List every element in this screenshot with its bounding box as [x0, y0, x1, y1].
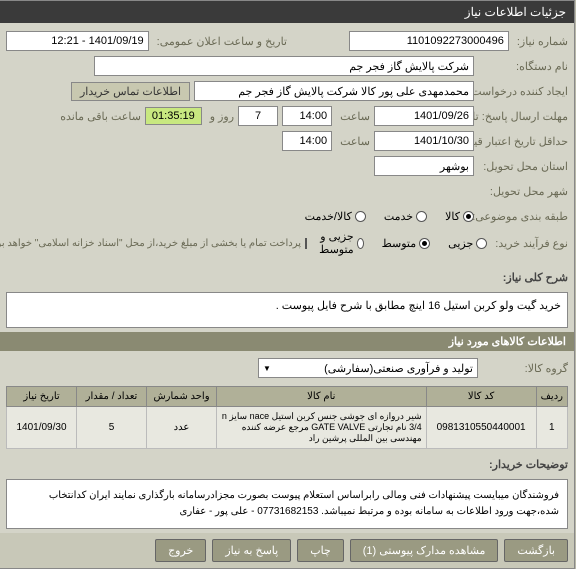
checkbox-text: پرداخت تمام یا بخشی از مبلغ خرید،از محل …	[0, 238, 302, 249]
buyer-notes-value: فروشندگان میبایست پیشنهادات فنی ومالی را…	[7, 479, 569, 529]
category-opt-0[interactable]: کالا	[446, 210, 475, 223]
process-opt-0[interactable]: جزیی	[449, 237, 488, 250]
deadline-label: مهلت ارسال پاسخ: تا تاریخ:	[479, 110, 569, 123]
announce-value: 1401/09/19 - 12:21	[7, 31, 150, 51]
process-opt-2[interactable]: جزیی و متوسط	[316, 230, 365, 256]
th-4: تعداد / مقدار	[78, 387, 148, 407]
treasury-checkbox[interactable]	[306, 238, 308, 249]
validity-label: حداقل تاریخ اعتبار قیمت: تا تاریخ:	[479, 135, 569, 148]
validity-time-label: ساعت	[337, 135, 371, 148]
validity-date: 1401/10/30	[375, 131, 475, 151]
attachments-button[interactable]: مشاهده مدارک پیوستی (1)	[351, 539, 500, 562]
th-5: تاریخ نیاز	[8, 387, 78, 407]
contact-button[interactable]: اطلاعات تماس خریدار	[72, 82, 191, 101]
deadline-days-label: روز و	[207, 110, 235, 123]
general-desc-value: خرید گیت ولو کربن استیل 16 اینچ مطابق با…	[7, 292, 569, 328]
creator-value: محمدمهدی علی پور کالا شرکت پالایش گاز فج…	[195, 81, 475, 101]
buyer-notes-label: توضیحات خریدار:	[479, 458, 569, 471]
category-radio-group: کالا خدمت کالا/خدمت	[306, 210, 475, 223]
creator-label: ایجاد کننده درخواست:	[479, 85, 569, 98]
process-label: نوع فرآیند خرید:	[492, 237, 569, 250]
main-window: جزئیات اطلاعات نیاز شماره نیاز: 11010922…	[0, 0, 576, 569]
org-value: شرکت پالایش گاز فجر جم	[95, 56, 475, 76]
province-label: استان محل تحویل:	[479, 160, 569, 173]
deadline-days: 7	[239, 106, 279, 126]
print-button[interactable]: چاپ	[298, 539, 345, 562]
th-2: نام کالا	[218, 387, 428, 407]
th-1: کد کالا	[427, 387, 537, 407]
process-opt-1[interactable]: متوسط	[383, 237, 432, 250]
th-3: واحد شمارش	[148, 387, 218, 407]
org-label: نام دستگاه:	[479, 60, 569, 73]
table-row[interactable]: 1 0981310550440001 شیر دروازه ای جوشی جن…	[8, 407, 569, 449]
chevron-down-icon: ▼	[264, 364, 272, 373]
announce-label: تاریخ و ساعت اعلان عمومی:	[154, 35, 288, 48]
group-label: گروه کالا:	[479, 362, 569, 375]
group-dropdown[interactable]: تولید و فرآوری صنعتی(سفارشی) ▼	[259, 358, 479, 378]
need-number-label: شماره نیاز:	[514, 35, 569, 48]
category-opt-1[interactable]: خدمت	[385, 210, 428, 223]
back-button[interactable]: بازگشت	[505, 539, 569, 562]
category-opt-2[interactable]: کالا/خدمت	[306, 210, 367, 223]
countdown-badge: 01:35:19	[146, 107, 203, 125]
need-number-value: 1101092273000496	[350, 31, 510, 51]
exit-button[interactable]: خروج	[156, 539, 207, 562]
th-0: ردیف	[537, 387, 568, 407]
footer: بازگشت مشاهده مدارک پیوستی (1) چاپ پاسخ …	[1, 533, 575, 568]
titlebar: جزئیات اطلاعات نیاز	[1, 1, 575, 23]
category-label: طبقه بندی موضوعی:	[479, 210, 569, 223]
items-header: اطلاعات کالاهای مورد نیاز	[1, 332, 575, 351]
city-label: شهر محل تحویل:	[479, 185, 569, 198]
reply-button[interactable]: پاسخ به نیاز	[213, 539, 292, 562]
deadline-date: 1401/09/26	[375, 106, 475, 126]
deadline-time: 14:00	[283, 106, 333, 126]
general-desc-label: شرح کلی نیاز:	[479, 271, 569, 284]
items-table: ردیف کد کالا نام کالا واحد شمارش تعداد /…	[7, 386, 569, 449]
province-value: بوشهر	[375, 156, 475, 176]
validity-time: 14:00	[283, 131, 333, 151]
remain-label: ساعت باقی مانده	[57, 110, 142, 123]
deadline-time-label: ساعت	[337, 110, 371, 123]
process-radio-group: جزیی متوسط جزیی و متوسط	[316, 230, 488, 256]
